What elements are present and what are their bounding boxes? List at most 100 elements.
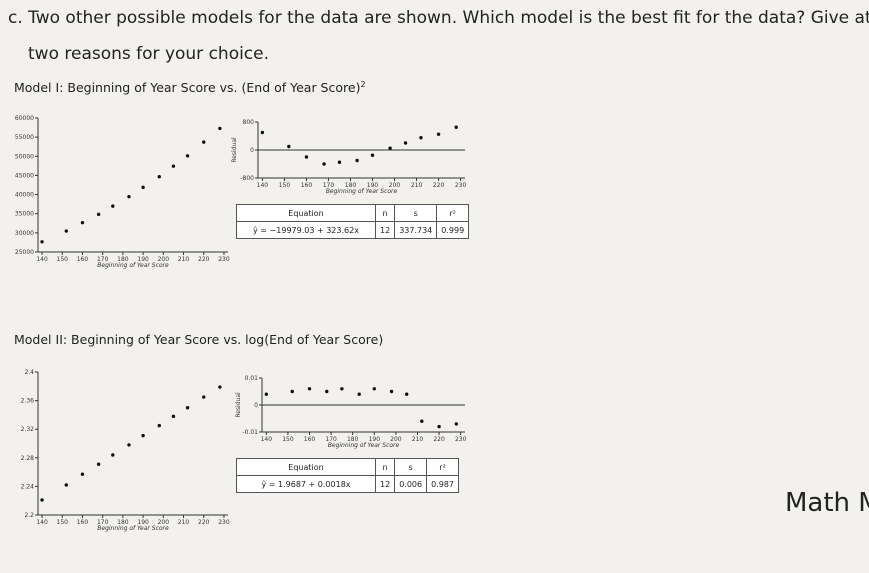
stats-table: Equation n s r² ŷ = −19979.03 + 323.62x 12 337…	[236, 204, 470, 239]
x-tick-label: 160	[77, 519, 89, 526]
data-point	[80, 220, 85, 225]
y-tick-label: 2.36	[21, 398, 35, 405]
table-cell: Equation	[236, 204, 376, 222]
data-point	[218, 126, 222, 131]
data-point	[372, 387, 376, 391]
data-point	[420, 419, 424, 423]
table-cell: s	[394, 204, 438, 222]
x-tick-label: 150	[279, 182, 291, 189]
x-tick-label: 230	[218, 256, 230, 263]
x-tick-label: 150	[57, 256, 69, 263]
x-tick-label: 220	[198, 519, 210, 526]
data-point	[403, 141, 408, 145]
y-tick-label: 40000	[15, 192, 34, 199]
x-tick-label: 160	[77, 256, 89, 263]
x-axis-label: Beginning of Year Score	[326, 188, 398, 195]
x-tick-label: 140	[36, 519, 48, 526]
table-cell: 12	[374, 475, 396, 493]
x-axis-label: Beginning of Year Score	[97, 525, 169, 532]
data-point	[202, 140, 206, 144]
data-point	[322, 162, 326, 166]
table-cell: n	[374, 458, 396, 476]
data-point	[264, 392, 269, 396]
data-point	[64, 483, 68, 487]
y-tick-label: 45000	[15, 172, 34, 179]
footer-text: Math M	[785, 488, 869, 518]
x-tick-label: 210	[178, 519, 190, 526]
y-tick-label: 0	[254, 402, 258, 409]
x-tick-label: 200	[158, 519, 170, 526]
data-point	[218, 385, 222, 389]
data-point	[80, 472, 85, 476]
data-point	[96, 212, 101, 217]
x-tick-label: 210	[411, 182, 423, 189]
x-tick-label: 230	[218, 519, 230, 526]
question-line: two reasons for your choice.	[28, 44, 270, 64]
y-tick-label: 2.24	[21, 483, 35, 490]
x-tick-label: 140	[36, 256, 48, 263]
x-tick-label: 190	[137, 256, 149, 263]
data-point	[454, 125, 458, 129]
x-tick-label: 170	[325, 436, 337, 443]
table-cell: ŷ = −19979.03 + 323.62x	[236, 221, 376, 239]
stats-table: Equation n s r² ŷ = 1.9687 + 0.0018x 12 0.006 0…	[236, 458, 459, 493]
data-point	[370, 153, 375, 157]
data-point	[202, 395, 206, 399]
y-tick-label: 2.4	[24, 369, 34, 376]
data-point	[304, 155, 309, 159]
table-cell: 0.006	[394, 475, 428, 493]
y-tick-label: 800	[243, 119, 255, 126]
y-tick-label: 0.01	[245, 375, 259, 382]
table-row: Equation n s r²	[236, 458, 459, 476]
data-point	[454, 422, 459, 426]
y-tick-label: 2.32	[21, 426, 35, 433]
x-tick-label: 180	[347, 436, 359, 443]
table-cell: 0.999	[436, 221, 470, 239]
x-tick-label: 200	[390, 436, 402, 443]
table-cell: n	[374, 204, 396, 222]
data-point	[141, 185, 145, 190]
x-tick-label: 160	[304, 436, 316, 443]
data-point	[404, 392, 409, 396]
data-point	[307, 387, 312, 391]
y-tick-label: 35000	[15, 211, 34, 218]
data-point	[357, 392, 361, 396]
x-tick-label: 220	[433, 436, 445, 443]
x-axis-label: Beginning of Year Score	[97, 262, 169, 269]
table-row: ŷ = 1.9687 + 0.0018x 12 0.006 0.987	[236, 475, 459, 493]
data-point	[127, 194, 131, 199]
x-tick-label: 190	[137, 519, 149, 526]
x-tick-label: 180	[117, 519, 129, 526]
x-tick-label: 140	[257, 182, 269, 189]
model-title: Model I: Beginning of Year Score vs. (En…	[14, 80, 366, 95]
data-point	[340, 387, 344, 391]
table-cell: r²	[436, 204, 470, 222]
y-tick-label: 30000	[15, 230, 34, 237]
data-point	[127, 443, 131, 447]
y-tick-label: 2.2	[24, 512, 34, 519]
data-point	[287, 144, 291, 149]
data-point	[185, 154, 190, 158]
x-tick-label: 190	[367, 182, 379, 189]
table-cell: r²	[426, 458, 459, 476]
x-tick-label: 220	[198, 256, 210, 263]
x-tick-label: 230	[455, 436, 467, 443]
table-cell: ŷ = 1.9687 + 0.0018x	[236, 475, 376, 493]
y-tick-label: 55000	[15, 134, 34, 141]
data-point	[419, 136, 423, 140]
x-tick-label: 180	[345, 182, 357, 189]
table-cell: 0.987	[426, 475, 459, 493]
x-tick-label: 140	[261, 436, 273, 443]
x-tick-label: 150	[282, 436, 294, 443]
table-cell: Equation	[236, 458, 376, 476]
data-point	[171, 414, 176, 419]
data-point	[260, 130, 265, 135]
data-point	[337, 160, 342, 164]
x-tick-label: 210	[178, 256, 190, 263]
data-point	[111, 204, 115, 208]
table-row: Equation n s r²	[236, 204, 470, 222]
y-tick-label: 2.28	[21, 455, 35, 462]
table-cell: 337.734	[394, 221, 438, 239]
